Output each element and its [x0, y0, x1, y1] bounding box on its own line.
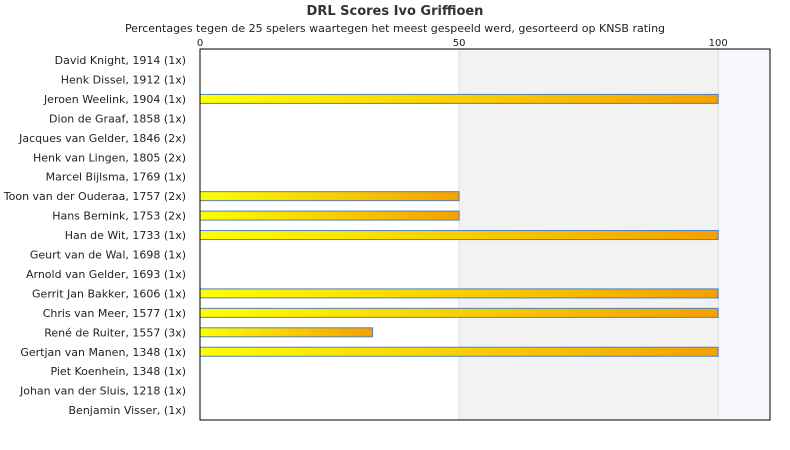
category-label: Henk Dissel, 1912 (1x) [61, 73, 186, 86]
plot-area-border [199, 48, 771, 421]
category-label: Geurt van de Wal, 1698 (1x) [30, 249, 186, 262]
bar [199, 327, 374, 338]
bar [199, 230, 719, 241]
category-label: Gertjan van Manen, 1348 (1x) [20, 346, 186, 359]
bar [199, 346, 719, 357]
category-label: Gerrit Jan Bakker, 1606 (1x) [32, 287, 186, 300]
bar [199, 307, 719, 318]
category-label: Hans Bernink, 1753 (2x) [52, 210, 186, 223]
bar [199, 191, 460, 202]
x-axis-ticks: 0 50 100 [197, 38, 728, 49]
category-label: Marcel Bijlsma, 1769 (1x) [46, 171, 186, 184]
chart-subtitle: Percentages tegen de 25 spelers waartege… [124, 22, 666, 35]
category-label: David Knight, 1914 (1x) [55, 54, 186, 67]
bar [199, 210, 460, 221]
category-label: Han de Wit, 1733 (1x) [65, 229, 186, 242]
category-label: Johan van der Sluis, 1218 (1x) [19, 385, 186, 398]
chart-title: DRL Scores Ivo Griffioen [306, 4, 484, 19]
x-tick-label: 100 [709, 38, 728, 49]
category-label: Jeroen Weelink, 1904 (1x) [43, 93, 186, 106]
bars [199, 93, 719, 357]
bar [199, 93, 719, 104]
category-label: Benjamin Visser, (1x) [69, 404, 187, 417]
category-label: Henk van Lingen, 1805 (2x) [33, 151, 186, 164]
bar [199, 288, 719, 299]
category-label: Piet Koenhein, 1348 (1x) [50, 365, 186, 378]
x-tick-label: 0 [197, 38, 203, 49]
band-100-plus [718, 49, 770, 420]
category-label: Jacques van Gelder, 1846 (2x) [18, 132, 186, 145]
x-tick-label: 50 [453, 38, 466, 49]
category-label: René de Ruiter, 1557 (3x) [44, 326, 186, 339]
category-label: Toon van der Ouderaa, 1757 (2x) [3, 190, 186, 203]
category-labels: David Knight, 1914 (1x) Henk Dissel, 1912… [3, 54, 186, 417]
category-label: Chris van Meer, 1577 (1x) [43, 307, 186, 320]
category-label: Dion de Graaf, 1858 (1x) [49, 112, 186, 125]
category-label: Arnold van Gelder, 1693 (1x) [26, 268, 186, 281]
